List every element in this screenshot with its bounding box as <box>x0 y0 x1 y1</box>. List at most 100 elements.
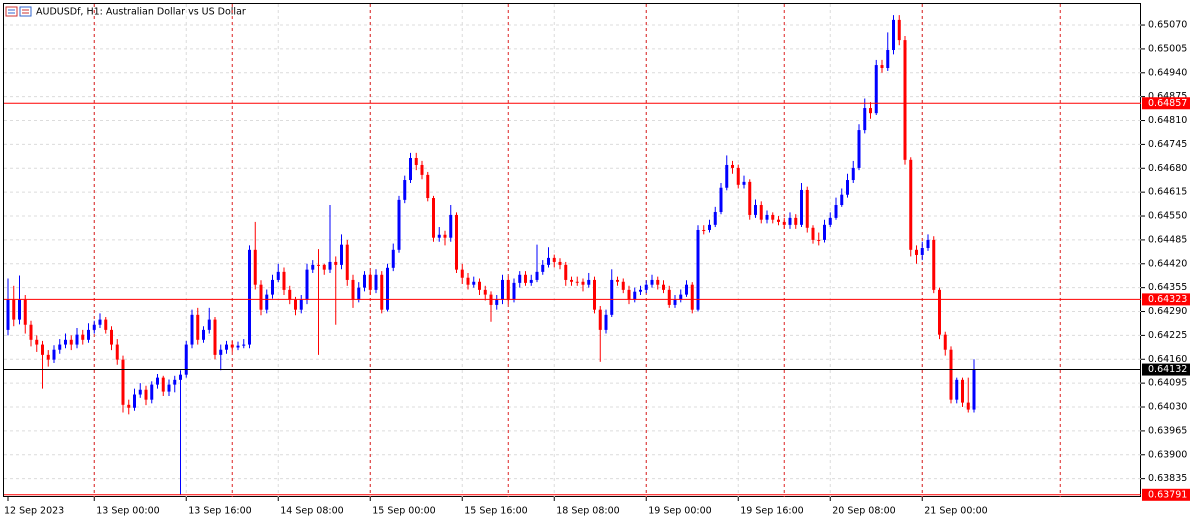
candle-body <box>357 287 361 300</box>
candle-body <box>552 257 556 262</box>
symbol-icon <box>5 6 32 17</box>
candle-body <box>75 334 79 345</box>
price-level-label: 0.64132 <box>1148 364 1187 375</box>
candle-body <box>403 180 407 200</box>
candle-body <box>673 299 677 305</box>
candle-body <box>35 339 39 345</box>
y-tick-label: 0.65070 <box>1148 20 1187 31</box>
x-tick-label: 21 Sep 00:00 <box>924 506 987 517</box>
candle-body <box>719 187 723 212</box>
candle-body <box>466 277 470 285</box>
candle-body <box>334 261 338 265</box>
candle-body <box>299 299 303 310</box>
candle-body <box>880 65 884 69</box>
y-tick-label: 0.63835 <box>1148 473 1187 484</box>
candle-body <box>190 314 194 345</box>
candle-body <box>265 294 269 310</box>
candle-body <box>104 319 108 330</box>
candle-body <box>748 181 752 215</box>
candle-body <box>702 229 706 231</box>
candle-body <box>121 359 125 405</box>
x-tick-label: 14 Sep 08:00 <box>280 506 343 517</box>
candle-body <box>846 180 849 195</box>
y-tick-label: 0.64485 <box>1148 234 1187 245</box>
x-tick-label: 15 Sep 16:00 <box>464 506 527 517</box>
candle-body <box>328 261 332 270</box>
candle-body <box>271 279 274 295</box>
y-tick-label: 0.64615 <box>1148 187 1187 198</box>
candle-body <box>495 299 499 305</box>
candle-body <box>282 271 286 290</box>
candle-body <box>81 334 85 340</box>
y-tick-label: 0.64680 <box>1148 163 1187 174</box>
candle-body <box>690 284 694 310</box>
candle-body <box>604 314 608 330</box>
candle-body <box>777 219 780 222</box>
candle-body <box>759 205 763 220</box>
candle-body <box>518 274 522 283</box>
x-tick-label: 12 Sep 2023 <box>4 506 64 517</box>
candle-body <box>380 274 384 310</box>
candle-body <box>598 309 602 330</box>
plot-frame <box>3 3 1141 497</box>
candle-body <box>679 294 683 300</box>
candle-body <box>949 349 953 400</box>
candle-body <box>535 271 539 280</box>
candle-body <box>179 374 182 380</box>
candle-body <box>374 274 378 290</box>
candle-body <box>432 198 435 238</box>
candle-body <box>512 282 516 300</box>
candle-body <box>541 264 545 272</box>
y-tick-label: 0.64420 <box>1148 258 1187 269</box>
candle-body <box>127 404 131 408</box>
candle-body <box>892 19 895 51</box>
candle-body <box>886 50 890 69</box>
candle-body <box>828 217 832 225</box>
y-tick-label: 0.63900 <box>1148 449 1187 460</box>
candle-body <box>800 189 803 225</box>
candle-body <box>581 281 585 285</box>
candle-body <box>397 199 401 250</box>
candle-body <box>765 214 769 220</box>
candle-body <box>253 249 257 285</box>
candle-body <box>213 319 217 355</box>
y-tick-label: 0.64940 <box>1148 67 1187 78</box>
candle-body <box>926 239 930 248</box>
price-level-label-box <box>1142 97 1190 110</box>
candle-body <box>12 299 16 320</box>
y-tick-label: 0.65005 <box>1148 43 1187 54</box>
candle-body <box>294 299 297 310</box>
candle-body <box>455 214 458 270</box>
candle-body <box>903 40 907 160</box>
candle-body <box>52 349 56 360</box>
candle-body <box>311 264 315 270</box>
candle-body <box>547 257 550 265</box>
candle-body <box>955 379 959 400</box>
candle-body <box>288 289 292 300</box>
candle-body <box>938 289 941 335</box>
price-level-label-box <box>1142 293 1190 306</box>
candle-body <box>242 344 246 346</box>
candle-body <box>506 279 510 300</box>
candle-body <box>259 284 263 310</box>
candle-body <box>593 279 596 310</box>
candle-body <box>575 281 579 283</box>
candle-body <box>863 108 867 131</box>
candle-body <box>771 214 775 220</box>
candle-body <box>713 211 717 225</box>
candle-body <box>627 289 631 300</box>
candle-body <box>236 345 240 348</box>
candle-body <box>150 384 154 400</box>
candle-body <box>167 384 171 392</box>
y-tick-label: 0.64875 <box>1148 91 1187 102</box>
candle-body <box>248 249 251 345</box>
candle-body <box>782 221 786 225</box>
chart-title: AUDUSDf, H1: Australian Dollar vs US Dol… <box>36 7 246 18</box>
candle-body <box>138 389 142 395</box>
candle-body <box>817 239 821 241</box>
y-tick-label: 0.64225 <box>1148 330 1187 341</box>
candle-body <box>834 205 838 218</box>
candle-body <box>587 279 591 285</box>
